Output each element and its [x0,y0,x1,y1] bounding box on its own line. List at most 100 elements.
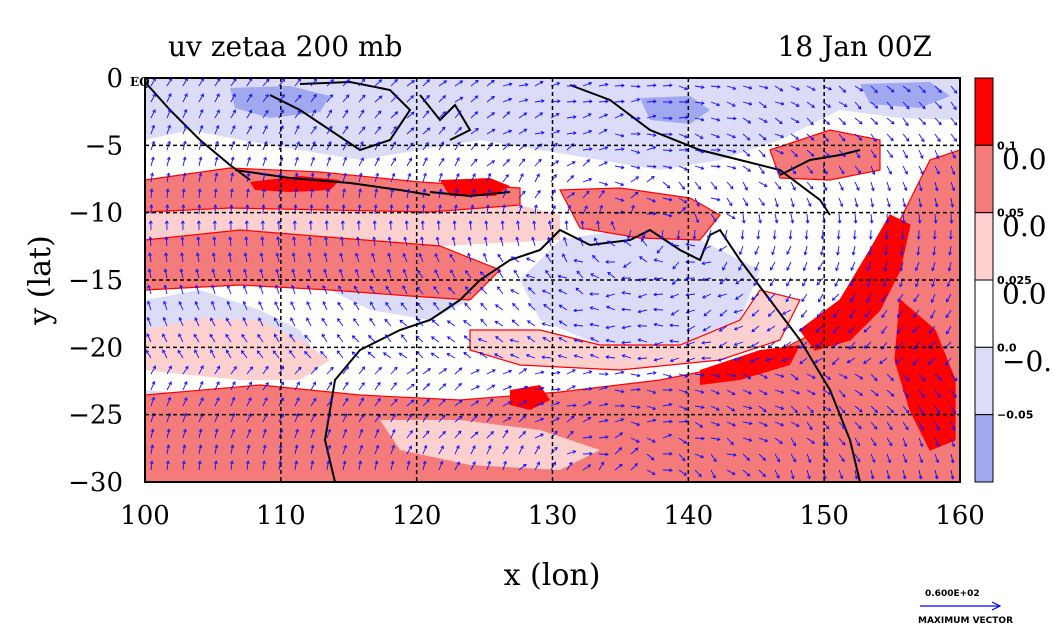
wind-vector [422,142,429,151]
wind-vector-head [507,417,512,421]
wind-vector [806,165,813,174]
wind-vector [641,238,648,247]
wind-vector-head [491,128,496,133]
wind-vector-head [621,403,625,408]
wind-vector [670,293,680,298]
wind-vector [273,350,280,359]
wind-vector-head [930,315,934,319]
wind-vector [310,126,317,135]
wind-vector-head [289,333,293,338]
wind-vector [934,197,938,207]
y-tick-label: −15 [68,266,123,296]
wind-vector [326,189,329,199]
wind-vector [559,320,568,327]
wind-vector-head [652,198,657,203]
wind-vector [518,190,526,199]
wind-vector [246,94,253,103]
wind-vector-head [605,338,610,343]
wind-vector [822,469,826,479]
wind-vector [214,397,220,407]
wind-vector [770,261,776,271]
wind-vector-head [312,397,317,402]
wind-vector-head [423,172,427,177]
wind-vector-head [698,473,702,478]
wind-vector-head [216,109,220,114]
wind-vector [419,253,424,263]
wind-vector-head [811,87,816,91]
wind-vector-head [846,359,851,364]
wind-vector-head [716,197,721,202]
wind-vector-head [391,428,396,433]
wind-vector [374,398,381,407]
wind-vector-head [442,111,447,115]
wind-vector [230,413,235,423]
wind-vector-head [473,158,478,163]
wind-vector-head [508,129,513,134]
wind-vector [454,110,462,119]
wind-vector [149,253,152,263]
wind-vector-head [507,401,512,405]
wind-vector-head [794,409,798,414]
wind-vector [449,254,456,263]
wind-vector [320,351,328,359]
wind-vector-head [446,336,451,340]
wind-vector-head [394,398,398,403]
wind-vector-head [867,251,872,256]
wind-vector-head [652,439,656,443]
wind-vector [226,349,232,359]
wind-vector [454,399,463,407]
wind-vector-head [889,154,893,158]
wind-vector [542,322,552,327]
wind-vector [246,141,251,151]
wind-vector-head [948,236,953,240]
wind-vector [818,293,824,303]
wind-vector [710,165,721,168]
wind-vector-head [324,220,329,224]
wind-vector-head [339,268,343,273]
wind-vector-head [151,140,156,145]
wind-vector-head [899,283,903,288]
wind-vector-head [952,154,956,159]
wind-vector [722,261,728,271]
wind-vector-head [836,236,841,240]
wind-vector [621,308,632,311]
wind-vector [799,325,808,332]
wind-vector [870,165,875,175]
wind-vector-head [443,368,448,372]
wind-vector-head [261,204,266,208]
wind-vector-head [603,129,608,133]
wind-vector-head [953,121,958,126]
wind-vector [546,254,552,263]
wind-vector [915,261,920,271]
wind-vector-head [568,461,573,466]
wind-vector [417,318,424,327]
wind-vector [454,189,458,199]
wind-vector-head [463,351,467,356]
wind-vector-head [487,172,492,177]
wind-vector [558,355,568,359]
wind-vector [182,397,188,407]
wind-vector-head [798,327,803,332]
wind-vector [182,173,186,183]
wind-vector [294,141,300,151]
wind-vector [653,308,664,311]
wind-vector-head [833,314,837,318]
wind-vector-head [589,353,594,358]
wind-vector [806,389,816,395]
wind-vector-head [777,170,781,175]
wind-vector-head [605,452,609,457]
wind-vector-head [919,155,924,160]
wind-vector-head [841,458,845,463]
wind-vector-head [652,418,657,423]
wind-vector-head [387,252,392,257]
wind-vector-head [637,323,641,328]
wind-vector [390,413,396,423]
wind-vector [436,237,440,247]
wind-vector [902,101,910,110]
wind-vector [528,303,536,311]
wind-vector [355,269,360,279]
wind-vector [870,213,873,223]
wind-vector [388,253,392,263]
wind-vector [854,101,862,110]
wind-vector-head [953,106,957,111]
